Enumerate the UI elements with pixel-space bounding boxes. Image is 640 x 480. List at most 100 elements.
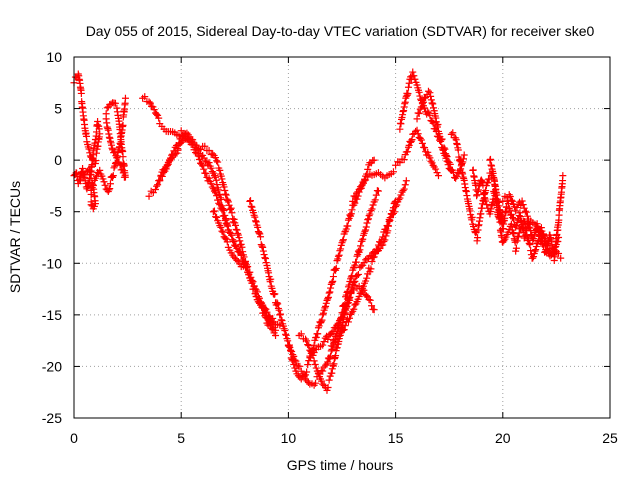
data-point: [145, 98, 153, 106]
data-point: [235, 234, 243, 242]
data-point: [522, 208, 530, 216]
data-point: [325, 376, 333, 384]
data-point: [360, 177, 368, 185]
data-point: [201, 157, 209, 165]
data-point: [162, 165, 170, 173]
data-point: [438, 135, 446, 143]
data-point: [413, 126, 421, 134]
data-point: [269, 314, 277, 322]
data-point: [254, 293, 262, 301]
data-point: [156, 177, 164, 185]
data-point: [158, 172, 166, 180]
data-point: [198, 160, 206, 168]
data-point: [392, 202, 400, 210]
y-tick-label: -10: [42, 255, 62, 271]
data-point: [288, 348, 296, 356]
plot-frame: [73, 56, 611, 419]
data-point: [515, 229, 523, 237]
data-point: [209, 150, 217, 158]
data-point: [221, 186, 229, 194]
data-point: [335, 251, 343, 259]
data-point: [418, 139, 426, 147]
data-point: [89, 205, 97, 213]
data-point: [216, 166, 224, 174]
data-point: [86, 167, 94, 175]
data-point: [287, 347, 295, 355]
data-point: [222, 191, 230, 199]
data-point: [389, 168, 397, 176]
data-point: [281, 327, 289, 335]
data-point: [285, 341, 293, 349]
data-point: [358, 286, 366, 294]
data-point: [421, 144, 429, 152]
data-point: [319, 311, 327, 319]
data-point: [416, 134, 424, 142]
data-point: [353, 189, 361, 197]
y-tick-label: -5: [50, 204, 63, 220]
x-tick-label: 20: [495, 430, 511, 446]
x-tick-label: 25: [602, 430, 618, 446]
data-point: [311, 361, 319, 369]
data-point: [319, 341, 327, 349]
data-point: [526, 241, 534, 249]
data-point: [351, 193, 359, 201]
data-point: [278, 317, 286, 325]
data-point: [356, 246, 364, 254]
data-point: [473, 191, 481, 199]
data-point: [555, 234, 563, 241]
data-point: [368, 302, 376, 310]
data-point: [304, 378, 312, 386]
data-point: [96, 166, 104, 174]
data-point: [253, 288, 261, 296]
data-point: [290, 352, 298, 360]
data-point: [426, 154, 434, 162]
data-point: [224, 222, 232, 230]
data-point: [297, 330, 305, 338]
y-axis: -25 -20 -15 -10 -5 0 5 10: [42, 49, 610, 426]
data-point: [223, 238, 231, 246]
data-point: [102, 115, 110, 123]
data-point: [87, 198, 95, 206]
data-point: [119, 153, 127, 161]
data-point: [344, 222, 352, 230]
data-point: [233, 256, 241, 264]
data-point: [403, 148, 411, 156]
data-point: [370, 253, 378, 261]
data-point: [427, 92, 435, 100]
data-point: [359, 235, 367, 243]
data-point: [508, 197, 516, 205]
data-point: [554, 237, 562, 245]
data-point: [324, 295, 332, 303]
data-point: [272, 326, 280, 334]
data-point: [458, 161, 466, 169]
data-point: [292, 357, 300, 365]
data-point: [179, 137, 187, 145]
data-point: [499, 197, 507, 205]
data-point: [262, 255, 270, 263]
data-point: [367, 207, 375, 215]
data-point: [469, 166, 477, 174]
data-point: [520, 204, 528, 212]
data-point: [368, 205, 376, 213]
data-point: [540, 232, 548, 240]
data-point: [146, 99, 154, 107]
data-point: [507, 210, 515, 218]
data-point: [218, 227, 226, 235]
data-point: [336, 331, 344, 339]
data-point: [312, 333, 320, 341]
data-point: [153, 182, 161, 190]
data-point: [426, 89, 434, 97]
data-point: [341, 322, 349, 330]
data-point: [248, 203, 256, 211]
data-point: [233, 244, 241, 252]
data-point: [424, 87, 432, 95]
data-point: [374, 187, 382, 195]
x-axis: 0 5 10 15 20 25: [70, 57, 618, 446]
data-point: [324, 383, 332, 391]
data-point: [508, 214, 516, 222]
data-point: [120, 173, 128, 181]
data-point: [529, 254, 537, 262]
y-tick-label: -15: [42, 307, 62, 323]
data-point: [85, 145, 93, 153]
data-point: [213, 157, 221, 165]
